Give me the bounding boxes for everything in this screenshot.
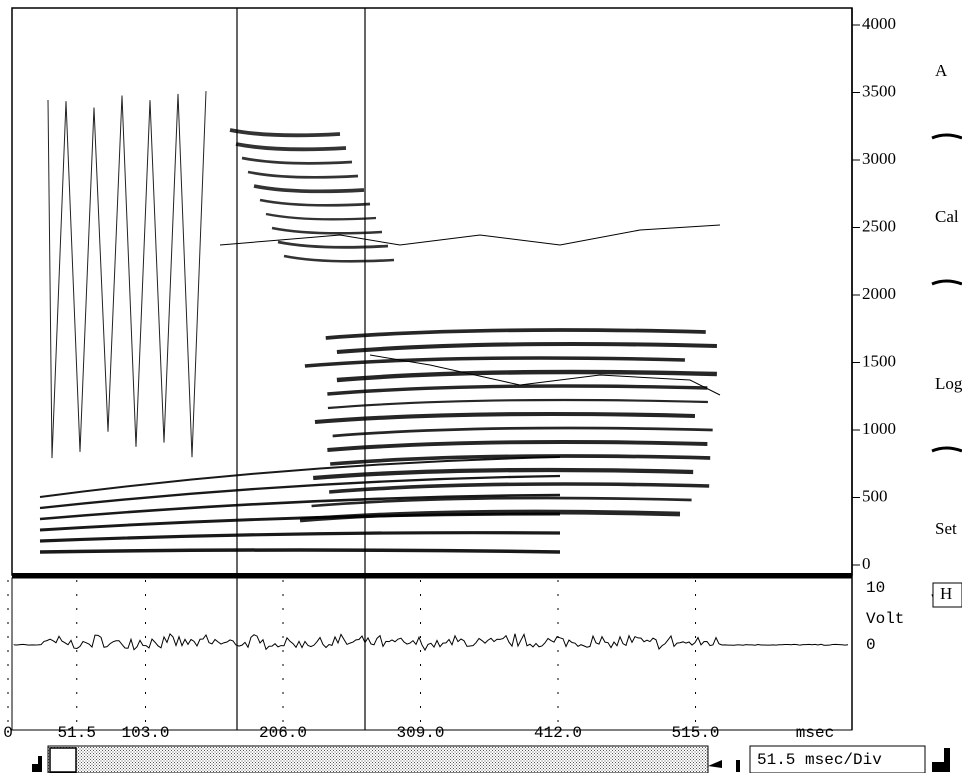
scroll-thumb[interactable]	[49, 747, 77, 773]
harmonic	[311, 496, 692, 508]
x-tick-label: 412.0	[534, 724, 582, 742]
time-unit: msec	[796, 724, 834, 742]
harmonic	[314, 411, 696, 425]
panel-divider	[12, 573, 852, 578]
harmonic	[327, 384, 708, 396]
spectrogram-panel	[11, 7, 853, 576]
amplitude-unit: Volt	[866, 610, 904, 628]
y-tick-label: 2000	[862, 284, 896, 303]
scrollbar[interactable]	[47, 745, 709, 773]
formant	[283, 254, 395, 263]
harmonic	[39, 548, 561, 554]
scale-label[interactable]: 51.5 msec/Div	[757, 751, 882, 769]
waveform-line	[13, 632, 849, 652]
harmonic	[327, 398, 708, 410]
x-tick-label: 103.0	[121, 724, 169, 742]
harmonic	[329, 482, 710, 494]
y-tick-label: 0	[862, 554, 871, 573]
formant	[235, 142, 347, 152]
x-tick-label: 0	[3, 724, 13, 742]
harmonic	[332, 426, 713, 438]
y-tick-label: 1500	[862, 351, 896, 370]
formant	[277, 240, 389, 249]
formant	[271, 226, 383, 235]
side-button-icon	[931, 279, 962, 286]
x-tick-label: 309.0	[397, 724, 445, 742]
y-tick-label: 3000	[862, 149, 896, 168]
side-button-label[interactable]: Cal	[935, 207, 959, 226]
pitch-trace	[47, 91, 207, 459]
formant	[265, 212, 377, 221]
y-tick-label: 3500	[862, 81, 896, 100]
formant	[247, 170, 359, 179]
waveform	[13, 632, 849, 652]
harmonic	[299, 509, 681, 523]
scroll-right-arrow[interactable]	[708, 760, 740, 772]
y-tick-label: 2500	[862, 216, 896, 235]
harmonic	[313, 467, 694, 481]
harmonic	[39, 493, 561, 521]
harmonic	[39, 531, 561, 543]
side-button-label[interactable]: A	[935, 61, 948, 80]
side-button-label[interactable]: Set	[935, 519, 957, 538]
formant	[229, 128, 341, 138]
side-buttons: A Cal Log Set	[931, 61, 962, 598]
formant	[241, 156, 353, 165]
scale-arrow[interactable]	[932, 748, 950, 772]
side-button-icon	[931, 446, 962, 453]
scroll-left-arrow[interactable]	[32, 756, 42, 772]
formant	[259, 198, 371, 207]
formant	[253, 184, 365, 194]
harmonic	[304, 356, 685, 368]
side-button-icon	[931, 133, 962, 140]
harmonic	[39, 474, 561, 510]
side-button-label[interactable]: Log	[935, 374, 962, 393]
harmonic	[39, 456, 561, 498]
scale-box[interactable]	[749, 745, 926, 773]
waveform-panel	[11, 577, 853, 731]
x-tick-label: 206.0	[259, 724, 307, 742]
amplitude-zero: 0	[866, 636, 876, 654]
y-tick-label: 500	[862, 486, 888, 505]
harmonic	[330, 454, 711, 466]
spectrogram-image	[39, 91, 721, 554]
formant-track	[219, 224, 721, 246]
amplitude-max: 10	[866, 579, 885, 597]
formant-track	[369, 354, 721, 396]
h-button[interactable]	[932, 582, 962, 608]
x-tick-label: 51.5	[58, 724, 96, 742]
y-tick-label: 4000	[862, 14, 896, 33]
harmonic	[325, 328, 706, 340]
harmonic	[336, 341, 717, 355]
harmonic	[336, 369, 717, 383]
h-button-label[interactable]: H	[940, 584, 952, 603]
x-tick-label: 515.0	[672, 724, 720, 742]
y-tick-label: 1000	[862, 419, 896, 438]
harmonic	[327, 440, 708, 452]
